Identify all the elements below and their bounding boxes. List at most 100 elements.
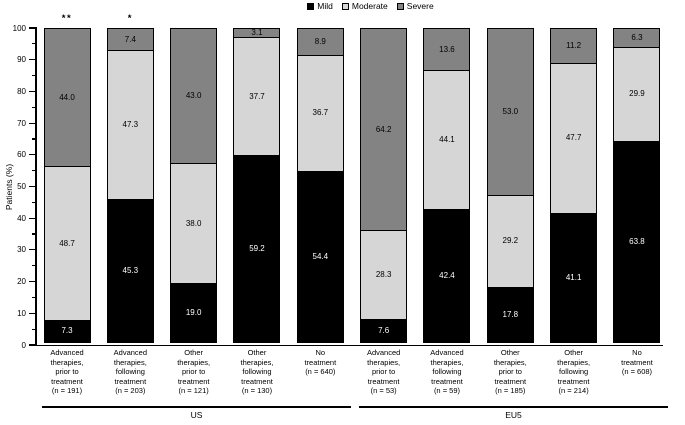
- group-label-us: US: [190, 410, 203, 420]
- segment-value-label: 38.0: [185, 218, 202, 228]
- bar-group: 11.2 47.7 41.1 Other therapies, following t…: [543, 28, 605, 395]
- y-major-tick: [28, 344, 36, 346]
- segment-severe: 43.0: [170, 28, 218, 165]
- segment-mild: 17.8: [486, 286, 534, 343]
- segment-value-label: 44.1: [439, 134, 455, 144]
- y-minor-tick: [31, 170, 36, 172]
- segment-value-label: 3.1: [251, 27, 263, 37]
- segment-mild: 41.1: [550, 212, 598, 343]
- segment-value-label: 47.7: [565, 133, 582, 143]
- y-major-tick: [28, 90, 36, 92]
- y-minor-tick: [31, 138, 36, 140]
- significance-annotation: *: [127, 13, 133, 24]
- segment-mild: 19.0: [170, 282, 218, 343]
- segment-value-label: 48.7: [59, 238, 75, 248]
- segment-value-label: 64.2: [375, 124, 392, 134]
- y-major-tick: [28, 185, 36, 188]
- chart-legend: Mild Moderate Severe: [0, 1, 685, 11]
- y-major-tick: [28, 154, 36, 156]
- segment-severe: 13.6: [423, 28, 471, 72]
- segment-value-label: 37.7: [249, 91, 265, 101]
- segment-value-label: 8.9: [314, 37, 326, 47]
- segment-severe: 53.0: [486, 28, 534, 196]
- stacked-bar: 43.0 38.0 19.0: [170, 28, 218, 345]
- y-tick-label: 50: [17, 182, 26, 191]
- stacked-bar: 13.6 44.1 42.4: [423, 28, 471, 345]
- y-major-tick: [28, 59, 36, 61]
- legend-swatch-severe: [396, 2, 404, 10]
- stacked-bar: 53.0 29.2 17.8: [486, 28, 534, 345]
- segment-moderate: 48.7: [43, 166, 91, 321]
- y-tick-label: 40: [17, 213, 26, 223]
- bars-area: 44.0 48.7 7.3 ** Advanced therapies, prior t…: [36, 13, 668, 395]
- y-minor-tick: [31, 328, 36, 330]
- segment-value-label: 29.9: [629, 89, 645, 99]
- category-label: Other therapies, prior to treatment (n =…: [493, 348, 527, 396]
- segment-value-label: 63.8: [629, 236, 645, 246]
- y-minor-tick: [31, 106, 36, 108]
- segment-mild: 63.8: [613, 140, 661, 343]
- y-tick-label: 30: [17, 245, 26, 255]
- category-label: No treatment (n = 608): [621, 348, 653, 377]
- stacked-bar: 44.0 48.7 7.3: [43, 28, 91, 345]
- segment-severe: 64.2: [360, 28, 408, 232]
- y-major-tick: [28, 122, 36, 124]
- category-label: No treatment (n = 640): [304, 348, 337, 377]
- group-line-eu5: [359, 406, 668, 408]
- category-label: Advanced therapies, prior to treatment (…: [50, 348, 84, 396]
- segment-value-label: 29.2: [502, 236, 519, 246]
- y-tick-label: 100: [12, 23, 26, 33]
- y-major-tick: [28, 312, 36, 314]
- segment-mild: 45.3: [106, 199, 154, 343]
- segment-value-label: 47.3: [122, 120, 139, 130]
- segment-severe: 7.4: [106, 28, 154, 52]
- significance-annotation: **: [61, 13, 73, 24]
- segment-moderate: 47.7: [550, 62, 598, 214]
- segment-moderate: 36.7: [296, 55, 344, 172]
- x-axis-line: [35, 344, 663, 346]
- y-axis-line: [35, 27, 37, 346]
- y-minor-tick: [31, 233, 36, 235]
- y-major-tick: [28, 27, 36, 29]
- segment-value-label: 7.3: [61, 326, 73, 336]
- y-tick-label: 10: [17, 308, 26, 318]
- segment-severe: 44.0: [43, 28, 91, 168]
- segment-mild: 7.6: [360, 318, 408, 343]
- segment-moderate: 44.1: [423, 70, 471, 210]
- bar-group: 3.1 37.7 59.2 Other therapies, following tr…: [226, 27, 288, 395]
- y-major-tick: [28, 281, 36, 283]
- bar-group: 6.3 29.9 63.8 No treatment (n = 608): [606, 28, 668, 376]
- y-tick-label: 60: [17, 150, 26, 160]
- segment-mild: 42.4: [423, 208, 471, 343]
- y-tick-label: 20: [17, 277, 26, 287]
- segment-value-label: 11.2: [566, 40, 582, 50]
- legend-item-moderate: Moderate: [341, 1, 388, 11]
- segment-value-label: 53.0: [502, 107, 519, 116]
- y-tick-label: 70: [17, 118, 26, 128]
- segment-value-label: 41.1: [565, 272, 582, 282]
- category-label: Other therapies, prior to treatment (n =…: [177, 348, 211, 396]
- stacked-bar: 7.4 47.3 45.3: [106, 28, 154, 345]
- bar-group: 13.6 44.1 42.4 Advanced therapies, followin…: [416, 28, 478, 395]
- segment-value-label: 54.4: [312, 251, 329, 261]
- bar-group: 8.9 36.7 54.4 No treatment (n = 640): [289, 28, 351, 376]
- segment-moderate: 29.2: [486, 195, 534, 288]
- segment-mild: 7.3: [43, 319, 91, 343]
- y-tick-label: 80: [17, 86, 26, 96]
- stacked-bar: 3.1 37.7 59.2: [233, 27, 281, 345]
- segment-mild: 54.4: [296, 170, 344, 343]
- segment-value-label: 19.0: [185, 307, 202, 317]
- category-label: Other therapies, following treatment (n …: [557, 348, 591, 396]
- segment-value-label: 59.2: [249, 244, 265, 254]
- segment-moderate: 38.0: [170, 163, 218, 284]
- legend-swatch-moderate: [341, 2, 349, 10]
- bar-group: 7.4 47.3 45.3 * Advanced therapies, followin…: [99, 13, 161, 395]
- y-minor-tick: [31, 43, 36, 45]
- y-tick-label: 0: [21, 340, 26, 350]
- bar-group: 64.2 28.3 7.6 Advanced therapies, prior to …: [353, 28, 415, 395]
- segment-value-label: 45.3: [122, 266, 139, 276]
- segment-value-label: 43.0: [185, 91, 202, 101]
- segment-severe: 6.3: [613, 28, 661, 48]
- y-tick-label: 90: [17, 55, 26, 65]
- segment-value-label: 13.6: [439, 44, 455, 54]
